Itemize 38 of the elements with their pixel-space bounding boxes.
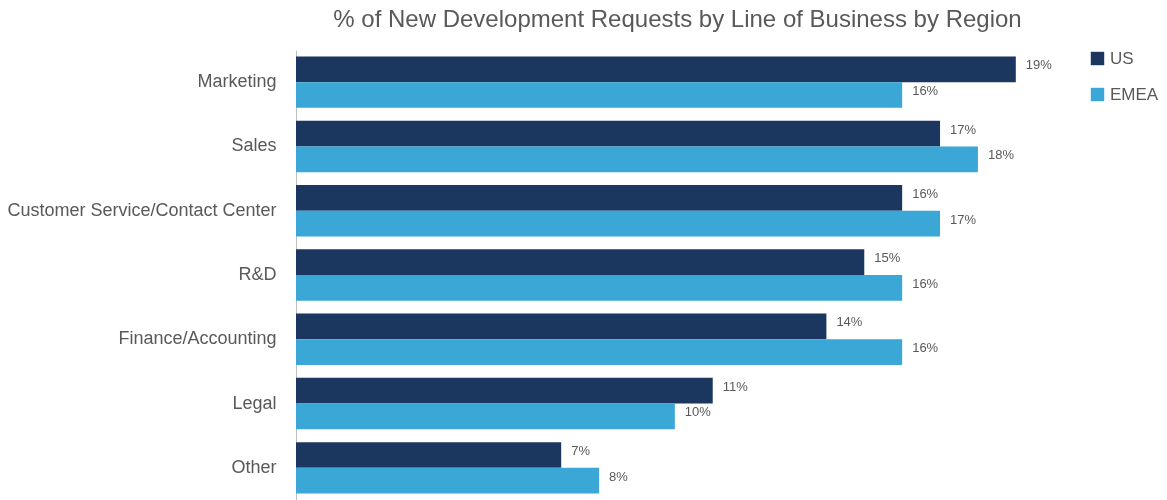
legend-label: US [1110,48,1134,68]
data-label: 17% [950,121,977,137]
data-label: 17% [950,211,977,227]
y-tick-label: Customer Service/Contact Center [7,199,277,220]
bar [296,275,903,301]
data-label: 19% [1025,57,1053,73]
chart-title: % of New Development Requests by Line of Business by Region [333,5,1022,32]
data-label: 16% [912,275,939,291]
y-tick-label: Marketing [197,71,277,92]
data-label: 16% [912,340,939,356]
bar [296,442,562,468]
bar [296,249,865,275]
data-label: 10% [684,404,712,420]
data-label: 14% [836,314,863,330]
data-label: 7% [571,443,591,458]
bar [296,467,600,494]
y-tick-label: Finance/Accounting [118,328,277,349]
y-tick-label: Other [231,456,277,477]
bar [296,377,713,404]
bar [296,210,941,237]
data-label: 16% [912,83,939,98]
bar [296,120,941,147]
y-tick-label: R&D [238,264,277,284]
bar [296,313,827,340]
bar [296,56,1016,83]
y-tick-label: Sales [231,135,277,156]
data-label: 8% [609,468,629,484]
bar [296,146,978,173]
bar [296,403,675,430]
data-label: 15% [874,250,901,266]
legend-label: EMEA [1110,84,1159,104]
bar [296,185,903,211]
y-tick-label: Legal [232,392,277,413]
bar [296,339,903,365]
data-label: 16% [912,185,939,201]
data-label: 11% [722,378,749,394]
bar [296,82,903,108]
data-label: 18% [987,147,1015,163]
